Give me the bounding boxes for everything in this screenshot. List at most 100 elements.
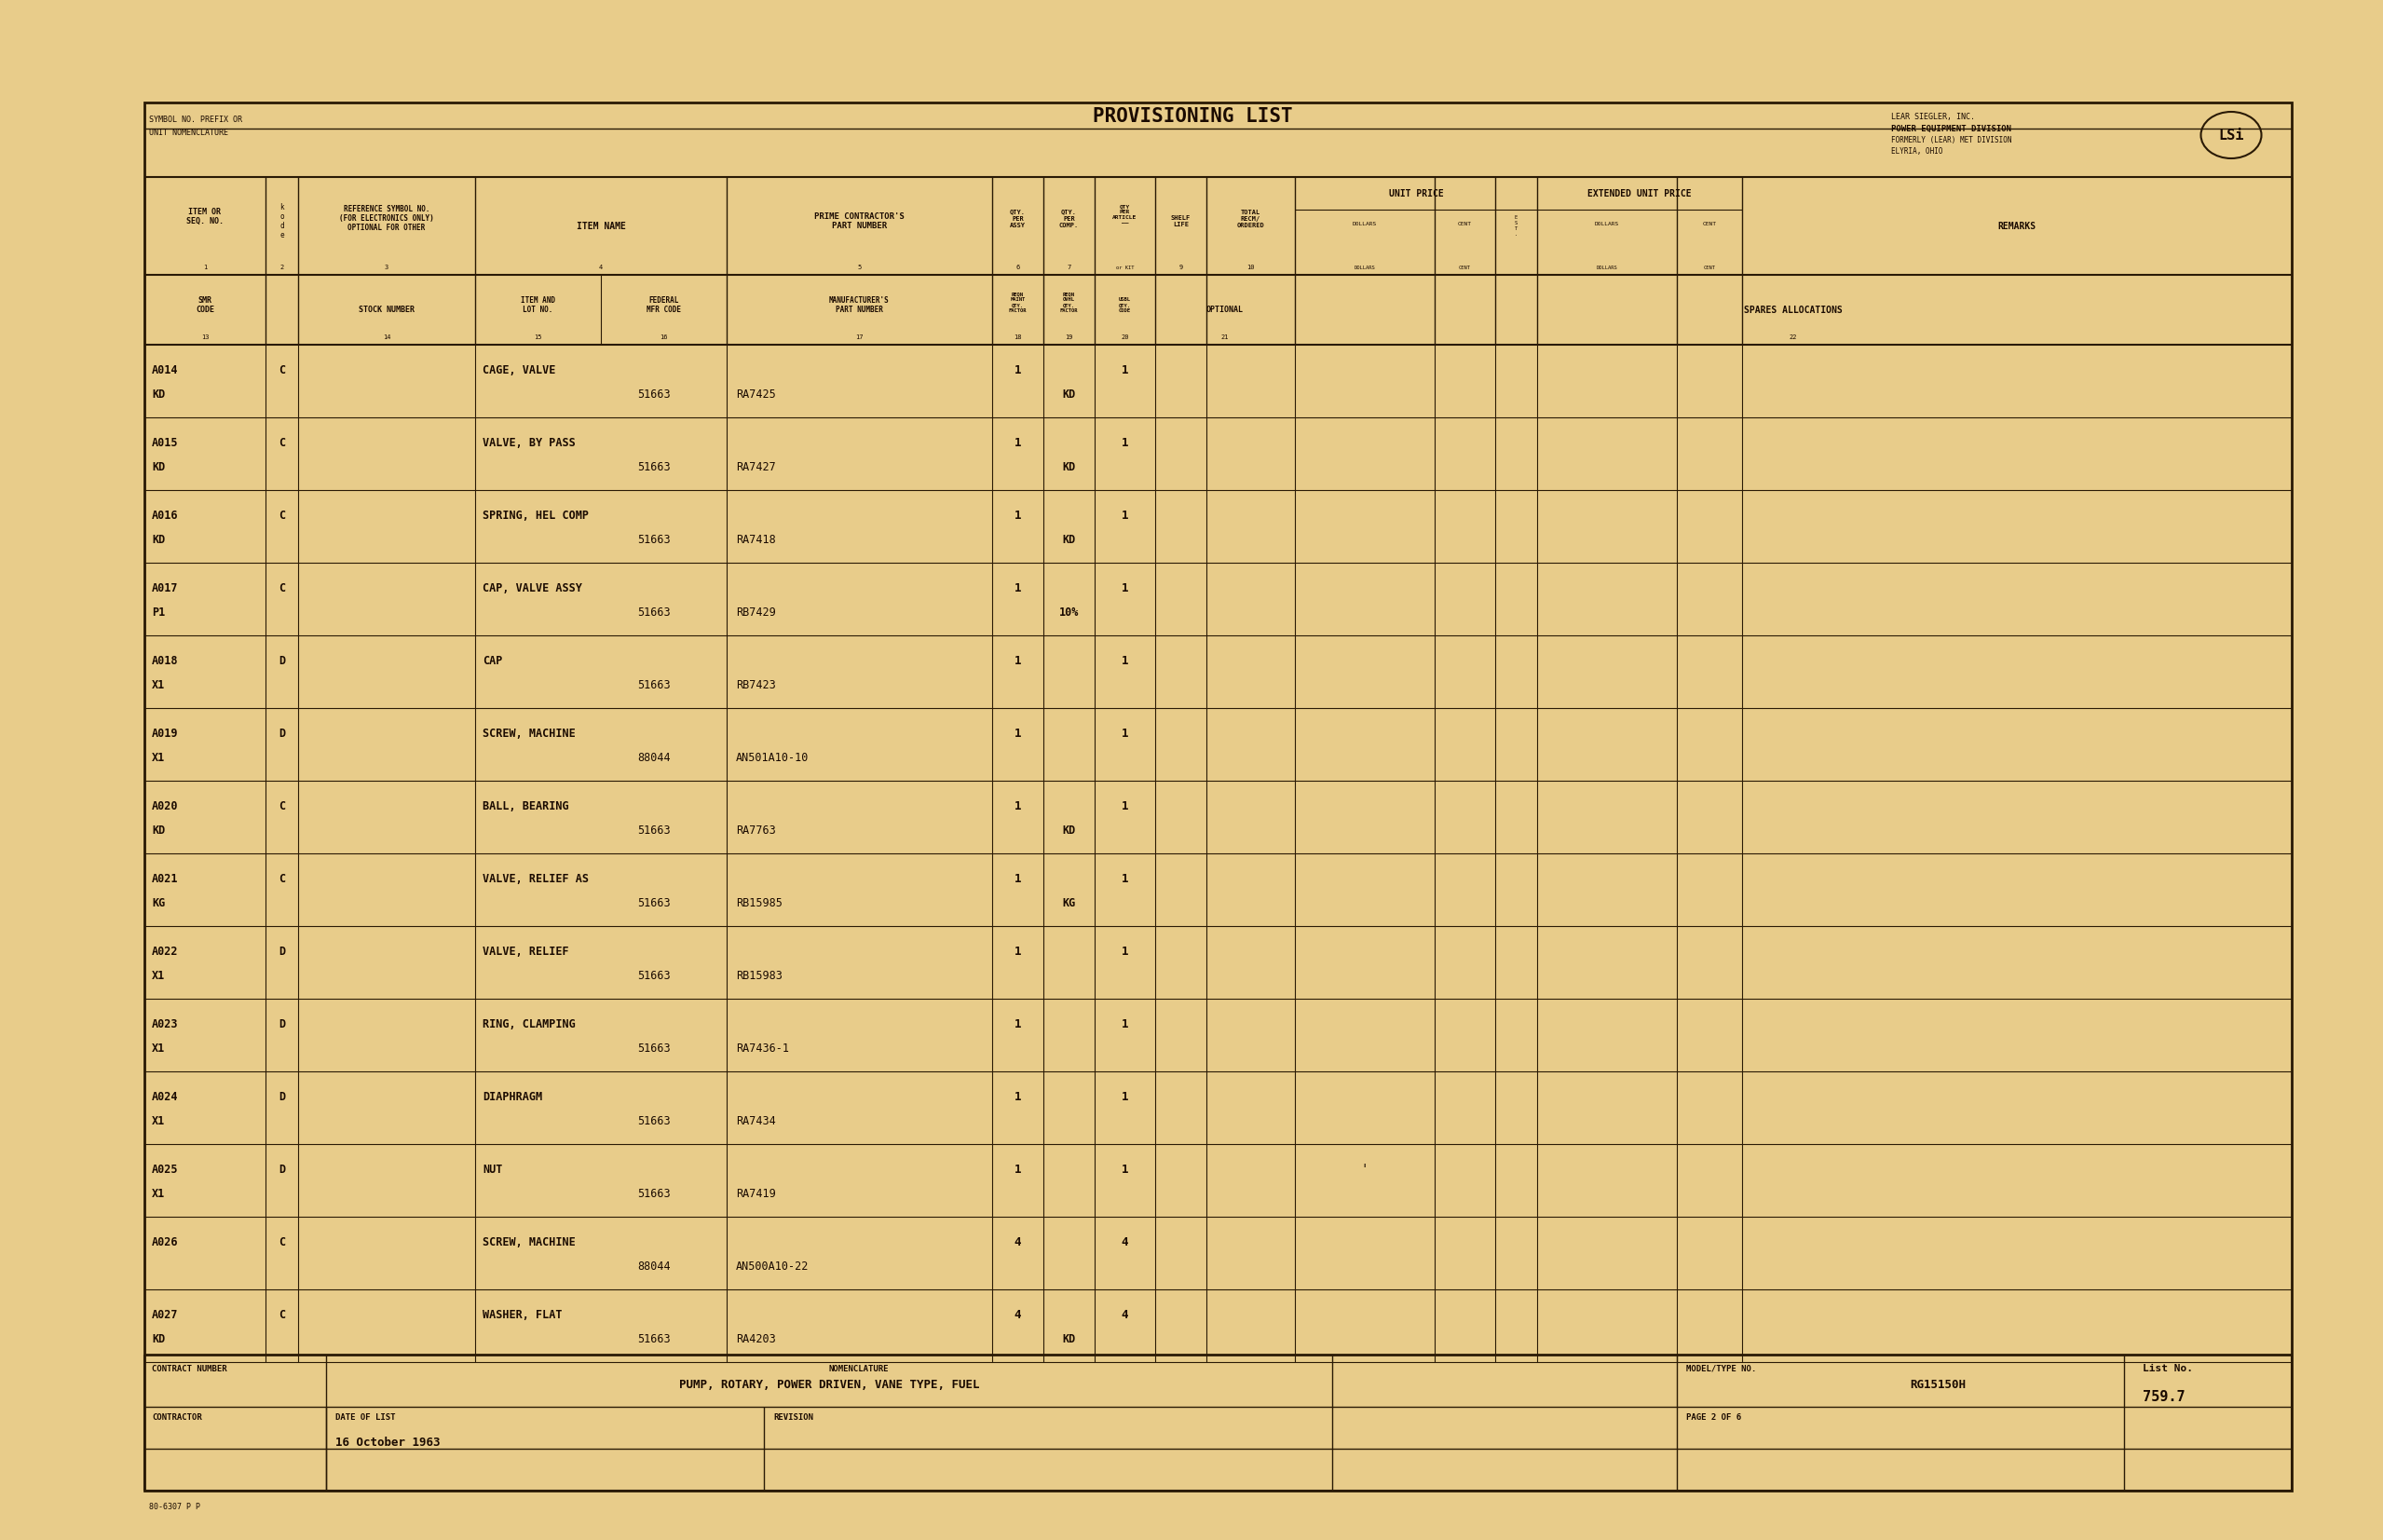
Text: REMARKS: REMARKS — [1997, 222, 2035, 231]
Text: C: C — [279, 1309, 286, 1321]
Text: C: C — [279, 510, 286, 522]
Text: UNIT NOMENCLATURE: UNIT NOMENCLATURE — [150, 128, 229, 137]
Text: TOTAL
RECM/
ORDERED: TOTAL RECM/ ORDERED — [1237, 209, 1265, 228]
Text: CAP, VALVE ASSY: CAP, VALVE ASSY — [484, 582, 581, 594]
Text: KG: KG — [1063, 896, 1075, 909]
Text: X1: X1 — [153, 1187, 164, 1200]
Text: 20: 20 — [1120, 334, 1130, 340]
Text: 1: 1 — [1122, 654, 1130, 667]
Text: RA7418: RA7418 — [736, 533, 777, 545]
Text: QTY
PER
ARTICLE
——: QTY PER ARTICLE —— — [1113, 205, 1137, 225]
Text: 51663: 51663 — [639, 896, 670, 909]
Text: 14: 14 — [384, 334, 391, 340]
Text: 51663: 51663 — [639, 533, 670, 545]
Text: SYMBOL NO. PREFIX OR: SYMBOL NO. PREFIX OR — [150, 116, 243, 123]
Text: 4: 4 — [1015, 1237, 1022, 1249]
Text: EXTENDED UNIT PRICE: EXTENDED UNIT PRICE — [1587, 189, 1692, 199]
Text: 4: 4 — [1122, 1309, 1130, 1321]
Text: RB15983: RB15983 — [736, 969, 782, 981]
Text: 1: 1 — [1122, 582, 1130, 594]
Text: 51663: 51663 — [639, 1043, 670, 1055]
Text: e: e — [279, 231, 284, 239]
Text: 51663: 51663 — [639, 969, 670, 981]
Text: SPRING, HEL COMP: SPRING, HEL COMP — [484, 510, 589, 522]
Text: LSi: LSi — [2219, 128, 2245, 142]
Text: A024: A024 — [153, 1090, 179, 1103]
Text: X1: X1 — [153, 1043, 164, 1055]
Text: ITEM AND
LOT NO.: ITEM AND LOT NO. — [522, 296, 555, 314]
Text: C: C — [279, 582, 286, 594]
Text: OPTIONAL: OPTIONAL — [1206, 305, 1244, 314]
Text: DOLLARS: DOLLARS — [1354, 222, 1377, 226]
Text: A015: A015 — [153, 437, 179, 448]
Text: FEDERAL
MFR CODE: FEDERAL MFR CODE — [646, 296, 682, 314]
Text: FORMERLY (LEAR) MET DIVISION: FORMERLY (LEAR) MET DIVISION — [1892, 136, 2011, 143]
Text: KD: KD — [1063, 824, 1075, 836]
Text: 759.7: 759.7 — [2142, 1389, 2185, 1403]
Text: MODEL/TYPE NO.: MODEL/TYPE NO. — [1687, 1364, 1756, 1372]
Text: 51663: 51663 — [639, 824, 670, 836]
Text: SHELF
LIFE: SHELF LIFE — [1170, 216, 1192, 228]
Text: DOLLARS: DOLLARS — [1594, 222, 1618, 226]
Text: REVISION: REVISION — [772, 1414, 813, 1421]
Text: 1: 1 — [1015, 582, 1022, 594]
Text: USBL
QTY.
CODE: USBL QTY. CODE — [1120, 297, 1132, 313]
Text: KD: KD — [153, 460, 164, 473]
Text: RA7425: RA7425 — [736, 388, 777, 400]
Text: KD: KD — [1063, 533, 1075, 545]
Text: D: D — [279, 1163, 286, 1175]
Text: KD: KD — [153, 824, 164, 836]
Text: DOLLARS: DOLLARS — [1597, 265, 1618, 270]
Text: PRIME CONTRACTOR'S
PART NUMBER: PRIME CONTRACTOR'S PART NUMBER — [815, 213, 906, 231]
Text: or KIT: or KIT — [1115, 265, 1134, 270]
Text: 51663: 51663 — [639, 460, 670, 473]
Text: C: C — [279, 363, 286, 376]
Text: A023: A023 — [153, 1018, 179, 1030]
Text: X1: X1 — [153, 752, 164, 764]
Text: KD: KD — [1063, 1332, 1075, 1344]
Text: A026: A026 — [153, 1237, 179, 1249]
Text: 13: 13 — [200, 334, 210, 340]
Text: A014: A014 — [153, 363, 179, 376]
Text: KD: KD — [1063, 388, 1075, 400]
Text: 80-6307 P P: 80-6307 P P — [150, 1503, 200, 1512]
Text: LEAR SIEGLER, INC.: LEAR SIEGLER, INC. — [1892, 112, 1976, 120]
Text: 51663: 51663 — [639, 1332, 670, 1344]
Text: 1: 1 — [1015, 654, 1022, 667]
Text: 88044: 88044 — [639, 1260, 670, 1272]
Text: List No.: List No. — [2142, 1364, 2192, 1374]
Text: CENT: CENT — [1701, 222, 1716, 226]
Text: 1: 1 — [1122, 946, 1130, 958]
Text: DATE OF LIST: DATE OF LIST — [336, 1414, 396, 1421]
Text: RB15985: RB15985 — [736, 896, 782, 909]
Text: 17: 17 — [855, 334, 863, 340]
Text: C: C — [279, 1237, 286, 1249]
Text: 1: 1 — [1122, 510, 1130, 522]
Text: PROVISIONING LIST: PROVISIONING LIST — [1091, 108, 1292, 126]
Text: A016: A016 — [153, 510, 179, 522]
Text: 2: 2 — [279, 265, 284, 270]
Text: 1: 1 — [1122, 873, 1130, 885]
Text: KD: KD — [153, 1332, 164, 1344]
Text: 1: 1 — [1015, 946, 1022, 958]
Text: A021: A021 — [153, 873, 179, 885]
Text: QTY.
PER
ASSY: QTY. PER ASSY — [1010, 209, 1025, 228]
Text: RA7434: RA7434 — [736, 1115, 777, 1127]
Text: 1: 1 — [1015, 510, 1022, 522]
Text: RA7419: RA7419 — [736, 1187, 777, 1200]
Text: C: C — [279, 801, 286, 812]
Text: 10: 10 — [1246, 265, 1253, 270]
Text: 4: 4 — [1015, 1309, 1022, 1321]
Text: KG: KG — [153, 896, 164, 909]
Text: A020: A020 — [153, 801, 179, 812]
Text: REQN
MAINT
QTY.
FACTOR: REQN MAINT QTY. FACTOR — [1008, 293, 1027, 313]
Text: PUMP, ROTARY, POWER DRIVEN, VANE TYPE, FUEL: PUMP, ROTARY, POWER DRIVEN, VANE TYPE, F… — [679, 1380, 979, 1392]
Text: KD: KD — [153, 533, 164, 545]
Text: X1: X1 — [153, 1115, 164, 1127]
Text: 1: 1 — [203, 265, 207, 270]
Text: A017: A017 — [153, 582, 179, 594]
Text: 15: 15 — [534, 334, 541, 340]
Text: 16 October 1963: 16 October 1963 — [336, 1437, 441, 1448]
Text: SMR
CODE: SMR CODE — [195, 296, 214, 314]
Text: D: D — [279, 654, 286, 667]
